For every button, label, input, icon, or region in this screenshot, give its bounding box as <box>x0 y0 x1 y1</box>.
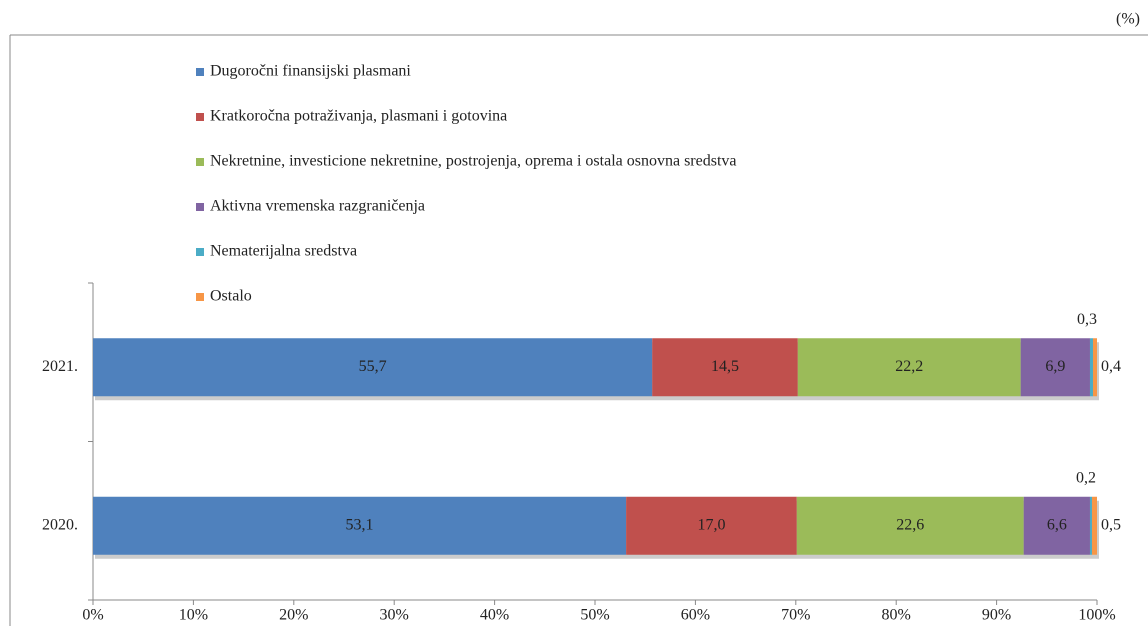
x-tick-label: 40% <box>480 607 509 624</box>
x-tick-label: 60% <box>681 607 710 624</box>
legend-label: Nematerijalna sredstva <box>210 243 357 260</box>
bar-segment <box>626 496 797 555</box>
y-tick-label: 2020. <box>42 516 78 533</box>
x-tick-label: 90% <box>982 607 1011 624</box>
data-label: 53,1 <box>346 516 374 533</box>
x-tick-label: 70% <box>781 607 810 624</box>
y-tick-label: 2021. <box>42 358 78 375</box>
x-tick-label: 80% <box>882 607 911 624</box>
data-label: 17,0 <box>697 516 725 533</box>
data-label: 22,2 <box>895 358 923 375</box>
bar-segment <box>1091 496 1097 555</box>
data-label: 14,5 <box>711 358 739 375</box>
data-label: 0,2 <box>1076 469 1096 486</box>
unit-label: (%) <box>1116 11 1140 28</box>
bar-segment <box>93 338 653 397</box>
bar-segment <box>93 496 627 555</box>
bar-segment <box>652 338 798 397</box>
legend-swatch <box>196 158 204 166</box>
x-tick-label: 10% <box>179 607 208 624</box>
legend-label: Nekretnine, investicione nekretnine, pos… <box>210 153 737 170</box>
x-tick-label: 30% <box>380 607 409 624</box>
x-tick-label: 50% <box>580 607 609 624</box>
bar-segment <box>1089 338 1093 397</box>
data-label: 55,7 <box>359 358 387 375</box>
legend-swatch <box>196 113 204 121</box>
data-label: 0,3 <box>1077 311 1097 328</box>
legend-label: Kratkoročna potraživanja, plasmani i got… <box>210 108 507 125</box>
data-label: 22,6 <box>896 516 924 533</box>
x-tick-label: 100% <box>1078 607 1115 624</box>
legend-swatch <box>196 248 204 256</box>
legend-swatch <box>196 68 204 76</box>
legend-swatch <box>196 293 204 301</box>
x-tick-label: 20% <box>279 607 308 624</box>
data-label: 6,6 <box>1047 516 1067 533</box>
bar-segment <box>1020 338 1090 397</box>
data-label: 6,9 <box>1045 358 1065 375</box>
legend-label: Ostalo <box>210 288 252 305</box>
bar-segment <box>797 338 1021 397</box>
bar-segment <box>796 496 1024 555</box>
x-tick-label: 0% <box>82 607 103 624</box>
legend-label: Dugoročni finansijski plasmani <box>210 63 411 80</box>
bar-segment <box>1089 496 1092 555</box>
legend-label: Aktivna vremenska razgraničenja <box>210 198 425 215</box>
bar-segment <box>1023 496 1090 555</box>
bar-segment <box>1092 338 1097 397</box>
data-label: 0,4 <box>1101 358 1121 375</box>
data-label: 0,5 <box>1101 516 1121 533</box>
legend-swatch <box>196 203 204 211</box>
